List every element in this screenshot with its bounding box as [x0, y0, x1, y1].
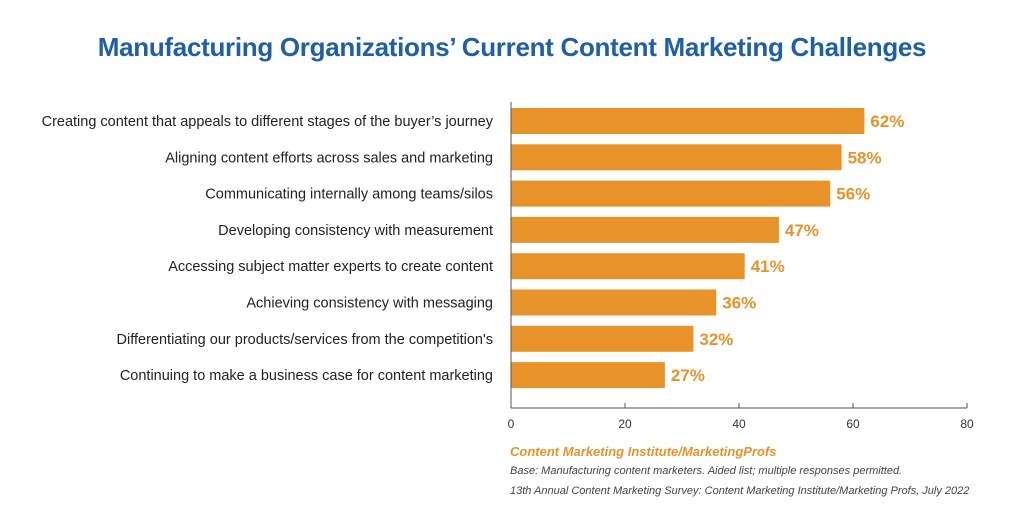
value-label: 62% — [870, 112, 904, 131]
category-labels: Creating content that appeals to differe… — [42, 114, 494, 384]
x-tick-label: 40 — [732, 417, 746, 431]
x-tick-label: 80 — [960, 417, 974, 431]
bars-group — [511, 108, 865, 389]
value-labels: 62% 58% 56% 47%41% 36% 32% 27% — [671, 112, 905, 385]
x-axis: 0 20 40 60 80 — [508, 102, 974, 431]
value-label: 56% — [836, 185, 870, 204]
category-label: Communicating internally among teams/sil… — [205, 187, 493, 203]
bar — [511, 108, 865, 134]
bar — [511, 362, 665, 389]
category-label: Developing consistency with measurement — [218, 223, 493, 239]
value-label: 41% — [751, 257, 785, 276]
bar — [511, 180, 831, 207]
bar — [511, 289, 717, 316]
bar — [511, 325, 694, 352]
base-note: Base: Manufacturing content marketers. A… — [510, 465, 903, 477]
value-label: 36% — [722, 294, 756, 313]
source-credit: Content Marketing Institute/MarketingPro… — [510, 444, 777, 459]
bar — [511, 216, 779, 243]
x-tick-label: 20 — [618, 417, 632, 431]
category-label: Creating content that appeals to differe… — [42, 114, 494, 130]
category-label: Differentiating our products/services fr… — [117, 332, 493, 348]
x-tick-label: 0 — [508, 417, 515, 431]
x-tick-label: 60 — [846, 417, 860, 431]
category-label: Aligning content efforts across sales an… — [165, 150, 493, 166]
category-label: Accessing subject matter experts to crea… — [168, 259, 493, 275]
bar — [511, 253, 745, 280]
survey-note: 13th Annual Content Marketing Survey: Co… — [510, 485, 970, 497]
value-label: 58% — [848, 148, 882, 167]
chart-title: Manufacturing Organizations’ Current Con… — [97, 32, 927, 62]
bar — [511, 144, 842, 171]
category-label: Continuing to make a business case for c… — [120, 368, 493, 384]
value-label: 27% — [671, 366, 705, 385]
value-label: 32% — [699, 330, 733, 349]
category-label: Achieving consistency with messaging — [246, 296, 493, 312]
value-label: 47% — [785, 221, 819, 240]
